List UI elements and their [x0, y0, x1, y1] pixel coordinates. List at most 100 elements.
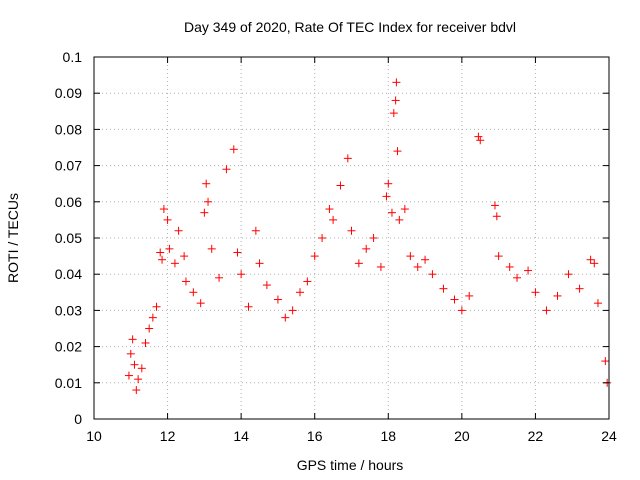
data-point	[165, 244, 174, 253]
y-tick-label: 0.03	[55, 302, 82, 318]
data-point	[273, 295, 282, 304]
data-point	[362, 244, 371, 253]
x-tick-label: 22	[528, 428, 544, 444]
data-point	[421, 255, 430, 264]
data-point	[413, 262, 422, 271]
data-point	[148, 313, 157, 322]
data-point	[457, 306, 466, 315]
data-point	[428, 270, 437, 279]
y-axis-ticks: 0 0.01 0.02 0.03 0.04 0.05 0.06 0.07 0.08 0.09 0.1	[55, 49, 609, 427]
data-point	[392, 78, 401, 87]
data-point	[524, 266, 533, 275]
y-tick-label: 0	[74, 411, 82, 427]
data-point	[152, 302, 161, 311]
data-point	[490, 201, 499, 210]
data-point	[376, 262, 385, 271]
data-point	[391, 96, 400, 105]
data-point	[296, 288, 304, 297]
data-point	[382, 192, 391, 201]
data-point	[132, 386, 141, 395]
data-point	[229, 145, 238, 154]
y-tick-label: 0.08	[55, 121, 82, 137]
data-point	[439, 284, 448, 293]
y-tick-label: 0.06	[55, 194, 82, 210]
data-point	[180, 252, 189, 261]
y-tick-label: 0.1	[63, 49, 83, 65]
data-point	[158, 255, 167, 264]
data-point	[531, 288, 540, 297]
data-point	[318, 234, 327, 242]
data-point	[393, 147, 402, 156]
data-point	[513, 273, 522, 282]
data-point	[126, 349, 135, 358]
plot-frame	[93, 56, 610, 420]
data-point	[174, 226, 183, 235]
data-point	[494, 252, 503, 261]
y-tick-label: 0.02	[55, 339, 82, 355]
data-point	[343, 154, 352, 163]
x-axis-ticks: 10 12 14 16 18 20 22 24	[86, 57, 617, 444]
data-point	[200, 208, 209, 217]
data-point	[400, 205, 409, 214]
data-point	[542, 306, 551, 315]
data-point	[406, 252, 415, 261]
data-point	[281, 313, 290, 322]
x-tick-label: 18	[380, 428, 396, 444]
data-point	[476, 136, 485, 145]
x-tick-label: 20	[454, 428, 470, 444]
data-point	[233, 248, 242, 257]
data-point	[310, 252, 319, 261]
data-point	[159, 205, 168, 214]
data-points	[124, 78, 612, 395]
data-point	[137, 364, 146, 373]
data-point	[593, 299, 602, 308]
data-point	[204, 197, 213, 206]
x-tick-label: 10	[86, 428, 102, 444]
data-point	[215, 273, 224, 282]
y-tick-label: 0.09	[55, 85, 82, 101]
data-point	[387, 208, 396, 217]
x-tick-label: 14	[233, 428, 249, 444]
x-tick-label: 24	[601, 428, 617, 444]
data-point	[465, 291, 474, 300]
data-point	[590, 259, 599, 268]
y-tick-label: 0.04	[55, 266, 82, 282]
data-point	[474, 132, 483, 141]
data-point	[450, 295, 459, 304]
data-point	[163, 215, 172, 224]
data-point	[124, 371, 133, 380]
data-point	[303, 277, 312, 286]
x-axis-label: GPS time / hours	[297, 457, 404, 473]
chart-title: Day 349 of 2020, Rate Of TEC Index for r…	[184, 19, 516, 35]
data-point	[237, 270, 246, 279]
data-point	[128, 335, 137, 344]
data-point	[145, 324, 154, 333]
data-point	[369, 234, 378, 242]
data-point	[564, 270, 573, 279]
y-tick-label: 0.01	[55, 375, 82, 391]
data-point	[196, 299, 205, 308]
data-point	[492, 212, 501, 221]
data-point	[202, 179, 211, 188]
data-point	[325, 205, 334, 214]
data-point	[354, 259, 363, 268]
data-point	[255, 259, 264, 268]
data-point	[141, 338, 150, 347]
data-point	[586, 255, 595, 264]
data-point	[395, 215, 404, 224]
data-point	[384, 179, 393, 188]
data-point	[347, 226, 356, 235]
grid-lines	[94, 57, 609, 419]
data-point	[189, 288, 198, 297]
data-point	[207, 244, 216, 253]
data-point	[222, 165, 231, 174]
data-point	[244, 302, 253, 311]
data-point	[389, 109, 398, 118]
data-point	[130, 360, 139, 369]
data-point	[329, 215, 338, 224]
data-point	[262, 281, 271, 290]
data-point	[505, 262, 514, 271]
data-point	[288, 306, 297, 315]
y-tick-label: 0.05	[55, 230, 82, 246]
